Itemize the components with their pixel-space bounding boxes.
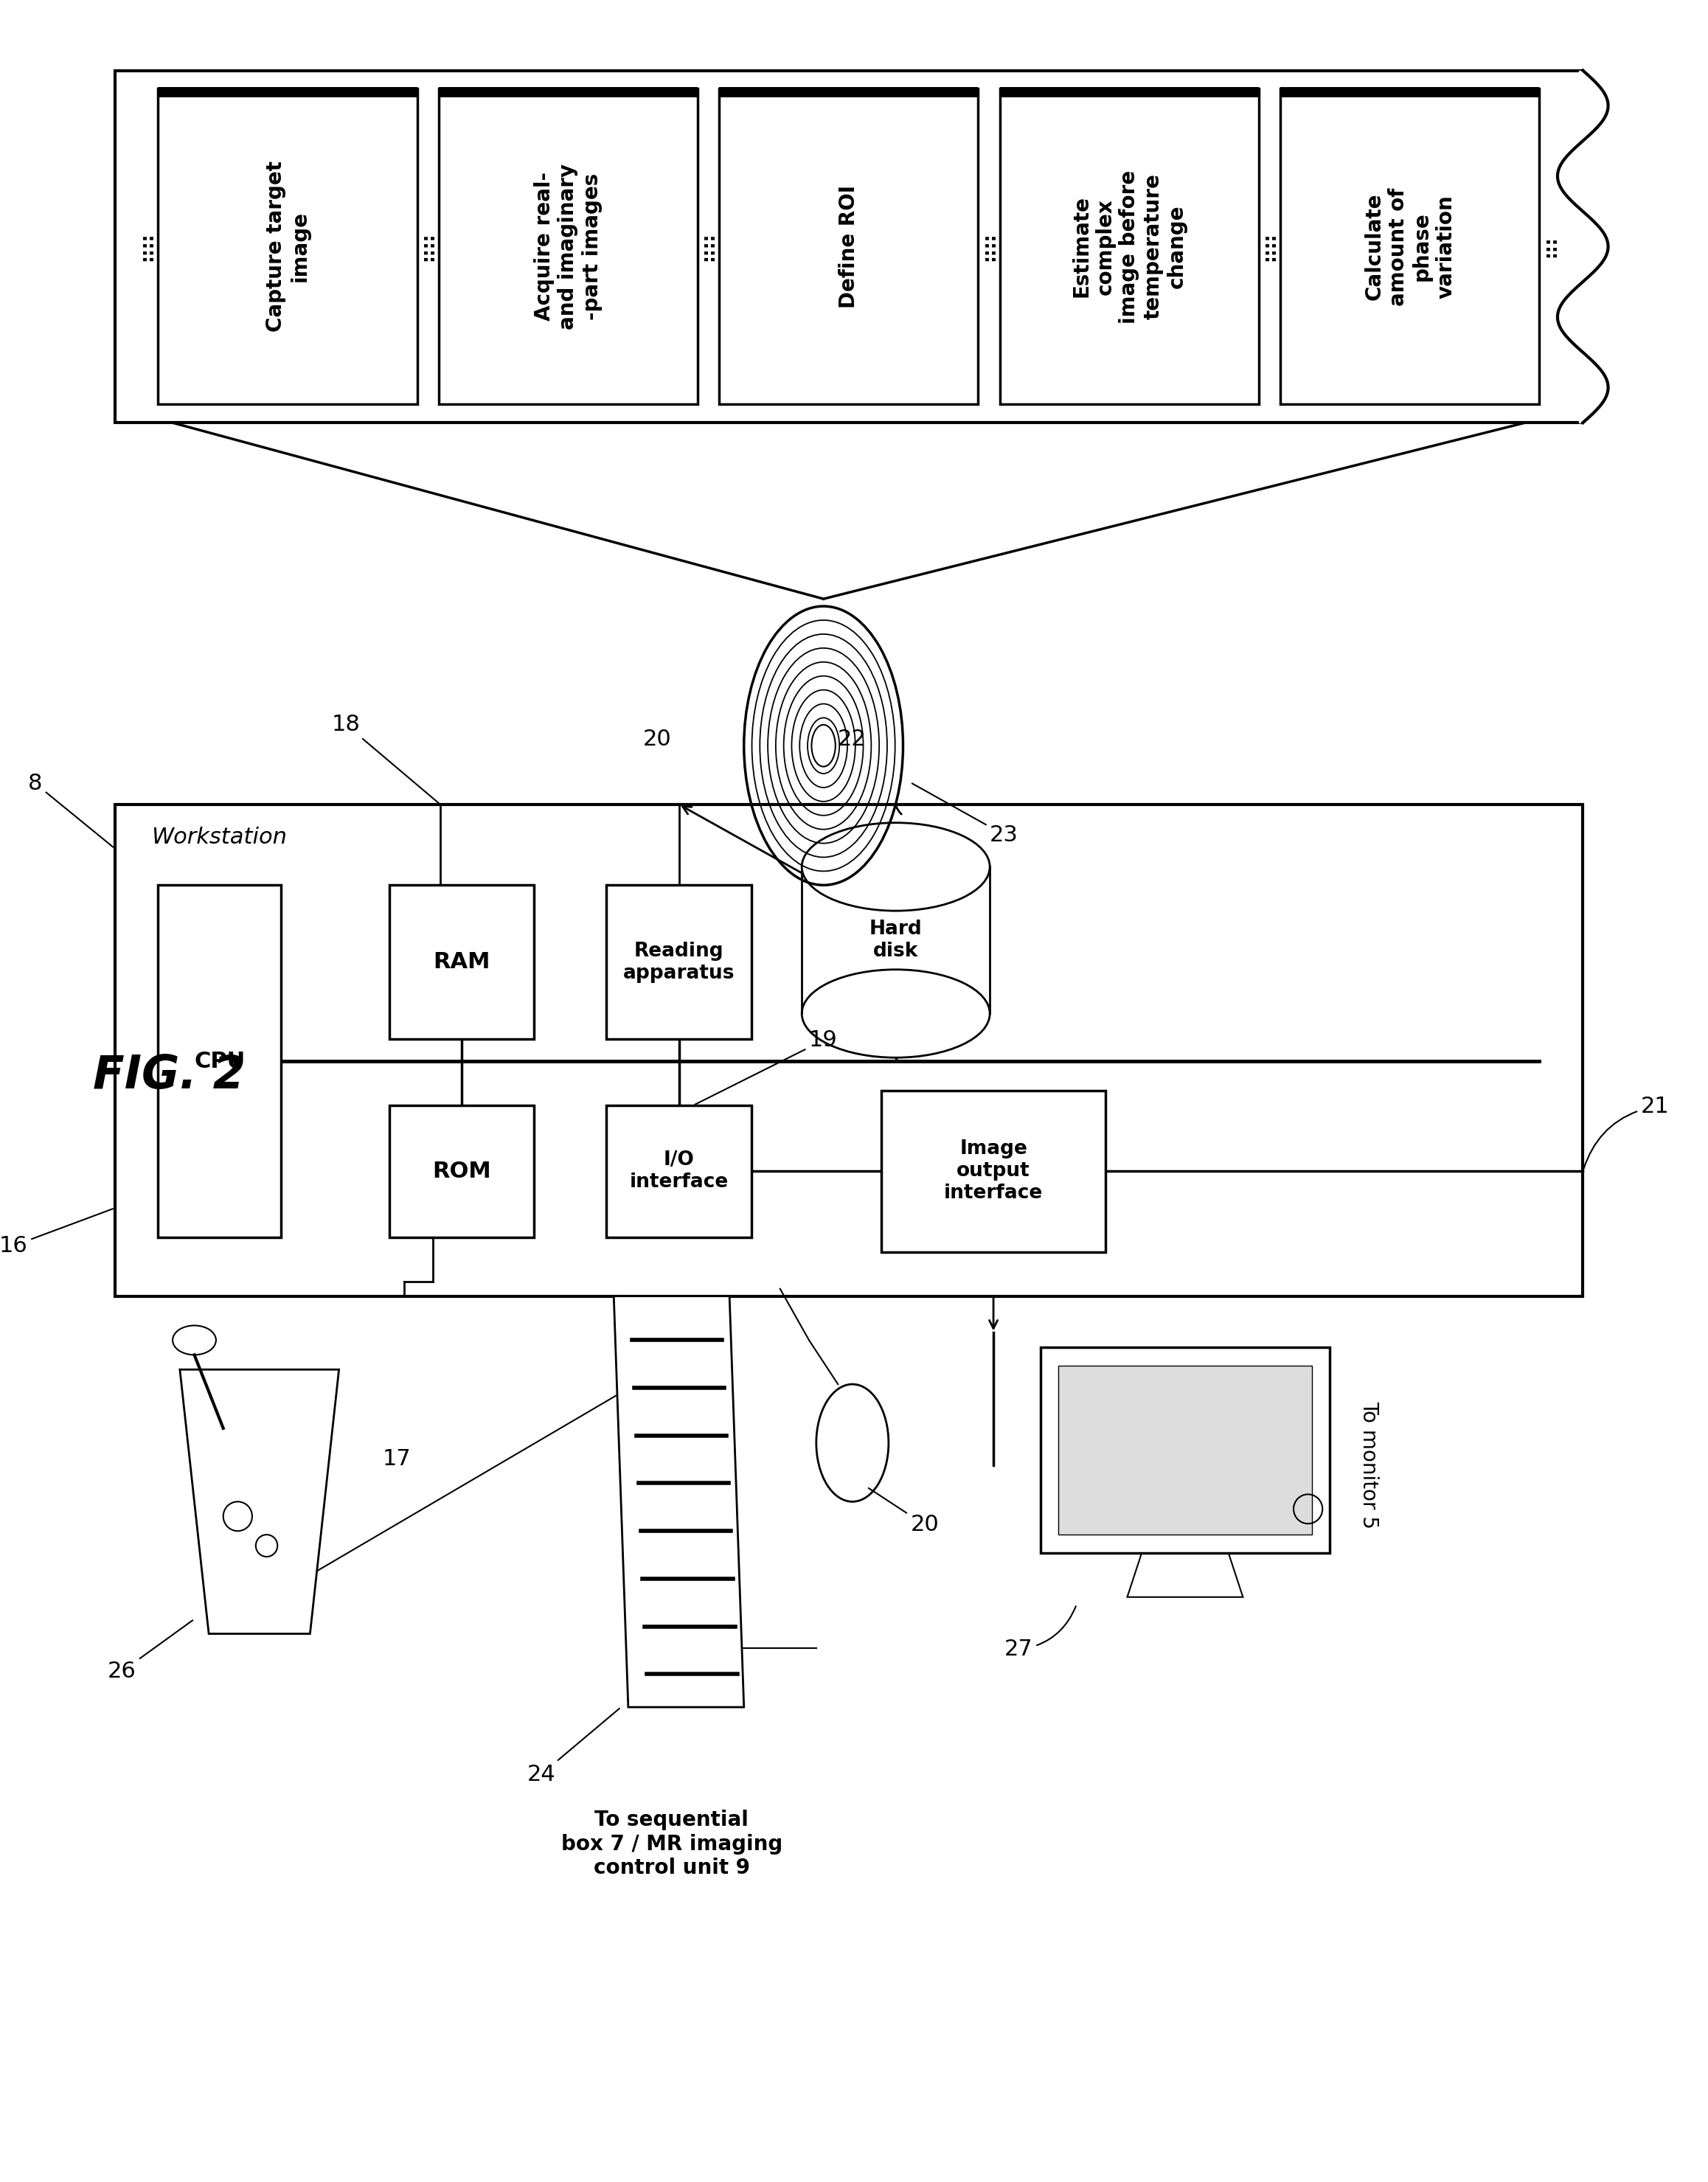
Text: 20: 20	[642, 729, 671, 751]
Bar	[389, 886, 535, 1039]
Bar	[439, 89, 697, 404]
Bar	[114, 805, 1583, 1296]
Bar	[719, 89, 979, 404]
Text: Image
output
interface: Image output interface	[945, 1139, 1044, 1202]
Polygon shape	[1127, 1554, 1243, 1597]
Text: 27: 27	[1004, 1606, 1076, 1661]
Text: 21: 21	[1583, 1095, 1669, 1170]
Text: 16: 16	[0, 1209, 113, 1257]
Polygon shape	[179, 1370, 338, 1634]
Bar	[389, 1106, 535, 1237]
Text: ::::: ::::	[418, 231, 437, 262]
Text: 17: 17	[383, 1449, 412, 1468]
Text: 19: 19	[695, 1030, 837, 1104]
Text: ::::: ::::	[700, 231, 717, 262]
Text: ::::: ::::	[138, 231, 155, 262]
Text: To monitor 5: To monitor 5	[1358, 1401, 1380, 1530]
Bar	[159, 89, 417, 404]
Ellipse shape	[801, 823, 991, 910]
Text: 23: 23	[912, 783, 1018, 844]
Text: CPU: CPU	[195, 1050, 246, 1071]
Text: Workstation: Workstation	[150, 827, 287, 849]
Text: ::::: ::::	[1261, 231, 1279, 262]
Text: Estimate
complex
image before
temperature
change: Estimate complex image before temperatur…	[1071, 170, 1187, 323]
Polygon shape	[613, 1296, 745, 1706]
Bar	[114, 70, 1583, 423]
Text: RAM: RAM	[434, 951, 490, 973]
Ellipse shape	[801, 969, 991, 1058]
Ellipse shape	[173, 1324, 215, 1355]
Text: Acquire real-
and imaginary
-part images: Acquire real- and imaginary -part images	[535, 164, 603, 329]
Text: 24: 24	[528, 1709, 620, 1785]
Text: 20: 20	[869, 1488, 939, 1536]
Text: 22: 22	[839, 729, 866, 751]
Text: Define ROI: Define ROI	[839, 185, 859, 308]
Bar	[881, 1091, 1105, 1252]
Text: :::: :::	[1541, 236, 1559, 257]
Text: FIG. 2: FIG. 2	[92, 1054, 246, 1098]
Text: Capture target
image: Capture target image	[265, 161, 309, 332]
Text: ROM: ROM	[432, 1161, 492, 1183]
Bar	[606, 1106, 752, 1237]
Bar	[159, 886, 282, 1237]
Text: ::::: ::::	[980, 231, 997, 262]
Bar	[1281, 89, 1539, 404]
Text: 26: 26	[108, 1621, 193, 1682]
Text: 18: 18	[331, 714, 439, 803]
Text: Calculate
amount of
phase
variation: Calculate amount of phase variation	[1363, 188, 1457, 305]
Bar	[999, 89, 1259, 404]
Ellipse shape	[811, 724, 835, 766]
Bar	[1040, 1348, 1331, 1554]
Text: Hard
disk: Hard disk	[869, 919, 922, 960]
Ellipse shape	[816, 1383, 888, 1501]
Text: To sequential
box 7 / MR imaging
control unit 9: To sequential box 7 / MR imaging control…	[560, 1809, 782, 1879]
Bar	[606, 886, 752, 1039]
Text: Reading
apparatus: Reading apparatus	[623, 943, 734, 982]
Text: I/O
interface: I/O interface	[629, 1150, 728, 1191]
Text: 8: 8	[27, 772, 113, 847]
Bar	[1059, 1366, 1312, 1534]
